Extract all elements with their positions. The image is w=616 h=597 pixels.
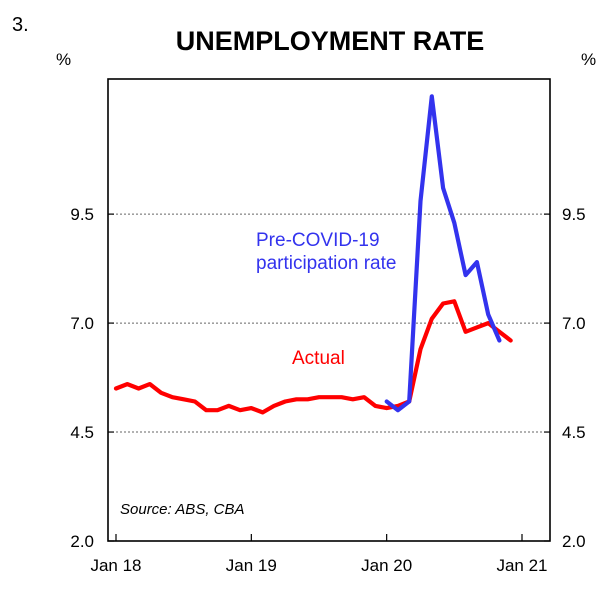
series-lines bbox=[113, 94, 513, 415]
x-tick-label: Jan 18 bbox=[90, 556, 141, 575]
figure-number: 3. bbox=[12, 14, 29, 36]
y-tick-label-right: 9.5 bbox=[562, 205, 586, 224]
y-axis-unit-right: % bbox=[581, 50, 597, 69]
series-label-pre-covid: Pre-COVID-19 bbox=[256, 230, 380, 251]
y-tick-label-left: 2.0 bbox=[70, 532, 94, 551]
x-tick-label: Jan 21 bbox=[496, 556, 547, 575]
x-tick-label: Jan 20 bbox=[361, 556, 412, 575]
chart-title: UNEMPLOYMENT RATE bbox=[175, 26, 485, 56]
y-tick-label-left: 7.0 bbox=[70, 314, 94, 333]
y-tick-label-left: 9.5 bbox=[70, 205, 94, 224]
labels: 2.0 2.0 4.5 4.5 7.0 7.0 9.5 9.5 Jan 18 Jan 19 Jan … bbox=[70, 205, 585, 575]
y-tick-label-right: 7.0 bbox=[562, 314, 586, 333]
y-tick-label-right: 2.0 bbox=[562, 532, 586, 551]
y-tick-label-left: 4.5 bbox=[70, 423, 94, 442]
series-line-pre-covid bbox=[384, 94, 502, 413]
x-tick-label: Jan 19 bbox=[226, 556, 277, 575]
series-label-pre-covid: participation rate bbox=[256, 253, 396, 274]
axis-ticks bbox=[108, 213, 550, 542]
grid-lines bbox=[108, 213, 550, 433]
y-tick-label-right: 4.5 bbox=[562, 423, 586, 442]
series-line-actual bbox=[113, 299, 513, 415]
series-label-actual: Actual bbox=[292, 348, 345, 369]
y-axis-unit-left: % bbox=[56, 50, 72, 69]
plot-frame bbox=[107, 78, 551, 542]
source-note: Source: ABS, CBA bbox=[120, 501, 245, 518]
